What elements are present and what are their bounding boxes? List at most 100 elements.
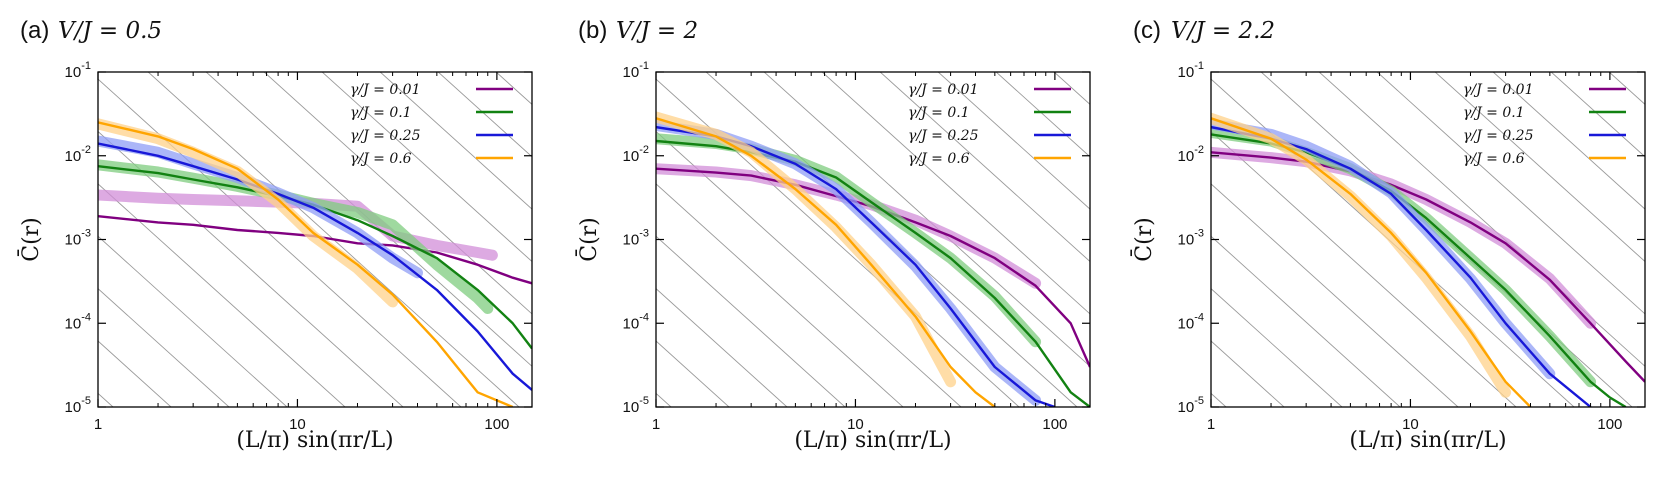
x-tick-label: 10 [289, 416, 306, 433]
plot-area [98, 118, 532, 407]
series-0-band [1211, 146, 1597, 329]
guide-line [937, 72, 1090, 210]
y-tick-base: 10 [65, 315, 82, 332]
legend-label: γ/J = 0.1 [908, 105, 970, 121]
y-tick-label: 10-5 [1178, 395, 1204, 416]
y-tick-base: 10 [1178, 315, 1195, 332]
y-axis-label: C̄(r) [1130, 217, 1157, 262]
guide-line [1608, 72, 1645, 105]
x-axis-label: (L/π) sin(πr/L) [794, 428, 951, 453]
x-tick-label: 10 [847, 416, 864, 433]
y-tick-exponent: -4 [639, 311, 649, 323]
plot-area [656, 111, 1090, 407]
y-tick-label: 10-4 [1178, 311, 1204, 332]
panel-label: (c) [1133, 17, 1161, 44]
x-tick-label: 100 [1042, 416, 1067, 433]
x-tick-label: 10 [1402, 416, 1419, 433]
legend-label: γ/J = 0.6 [1463, 151, 1525, 167]
y-tick-label: 10-1 [65, 60, 91, 81]
legend-label: γ/J = 0.25 [1463, 128, 1534, 144]
series-1-line [98, 165, 532, 350]
y-tick-exponent: -5 [1194, 395, 1204, 407]
series-3-line [656, 117, 996, 407]
series-0-line [98, 215, 532, 285]
guide-line [1211, 130, 1517, 407]
guide-line [98, 130, 404, 407]
y-tick-exponent: -2 [639, 144, 649, 156]
series-3-line [1211, 117, 1532, 407]
guide-line [879, 72, 1090, 263]
y-tick-base: 10 [65, 148, 82, 165]
series-3-band [98, 118, 399, 308]
guide-line [495, 72, 532, 105]
y-tick-label: 10-2 [1178, 144, 1204, 165]
guide-line [263, 72, 532, 315]
y-tick-base: 10 [623, 64, 640, 81]
guide-line [321, 72, 532, 263]
legend-label: γ/J = 0.01 [908, 82, 979, 98]
x-axis-label: (L/π) sin(πr/L) [236, 428, 393, 453]
panel-title: V/J = 2 [616, 18, 698, 44]
guide-line [1492, 72, 1645, 210]
legend-label: γ/J = 0.01 [1463, 82, 1534, 98]
y-tick-base: 10 [65, 399, 82, 416]
y-tick-exponent: -3 [1194, 228, 1204, 240]
guide-line [656, 183, 904, 407]
legend-label: γ/J = 0.6 [908, 151, 970, 167]
y-tick-base: 10 [623, 232, 640, 249]
x-tick-label: 1 [652, 416, 660, 433]
x-tick-label: 100 [484, 416, 509, 433]
guide-line [995, 72, 1090, 158]
legend: γ/J = 0.01 γ/J = 0.1 γ/J = 0.25 γ/J = 0.6 [908, 82, 1071, 167]
guide-line [656, 78, 1020, 407]
y-tick-label: 10-3 [623, 228, 649, 249]
guide-line [1054, 52, 1469, 427]
y-tick-base: 10 [1178, 148, 1195, 165]
y-tick-base: 10 [1178, 232, 1195, 249]
guide-line [764, 52, 1179, 427]
guide-line [1434, 72, 1645, 263]
y-tick-base: 10 [623, 315, 640, 332]
guide-line [1211, 340, 1285, 407]
y-axis-label: C̄(r) [575, 217, 602, 262]
y-tick-exponent: -3 [81, 228, 91, 240]
panel-title: V/J = 2.2 [1171, 18, 1275, 44]
guide-line [98, 235, 288, 407]
x-tick-label: 100 [1597, 416, 1622, 433]
x-tick-label: 1 [94, 416, 102, 433]
x-tick-label: 1 [1207, 416, 1215, 433]
guide-line [1211, 183, 1459, 407]
legend-label: γ/J = 0.6 [350, 151, 412, 167]
guide-line [656, 340, 730, 407]
y-tick-base: 10 [65, 64, 82, 81]
y-tick-label: 10-5 [65, 395, 91, 416]
guide-line [379, 72, 532, 210]
guide-line [1376, 72, 1645, 315]
guide-line [98, 288, 230, 407]
y-axis-label: C̄(r) [17, 217, 44, 262]
plot-area [1211, 112, 1645, 407]
y-tick-exponent: -1 [81, 60, 91, 72]
y-tick-base: 10 [65, 232, 82, 249]
guide-line [656, 130, 962, 407]
y-tick-base: 10 [1178, 399, 1195, 416]
y-tick-label: 10-3 [1178, 228, 1204, 249]
guide-line [656, 288, 788, 407]
y-tick-label: 10-1 [1178, 60, 1204, 81]
legend: γ/J = 0.01 γ/J = 0.1 γ/J = 0.25 γ/J = 0.6 [350, 82, 513, 167]
panel-label: (b) [578, 17, 607, 44]
panel-label: (a) [20, 17, 49, 44]
y-tick-label: 10-3 [65, 228, 91, 249]
guide-line [1612, 52, 1661, 427]
legend-label: γ/J = 0.1 [1463, 105, 1525, 121]
guide-line [821, 72, 1090, 315]
guide-line [98, 78, 462, 407]
series-1-band [1211, 126, 1597, 388]
x-axis-label: (L/π) sin(πr/L) [1349, 428, 1506, 453]
y-tick-exponent: -1 [1194, 60, 1204, 72]
y-tick-exponent: -1 [639, 60, 649, 72]
legend-label: γ/J = 0.25 [350, 128, 421, 144]
